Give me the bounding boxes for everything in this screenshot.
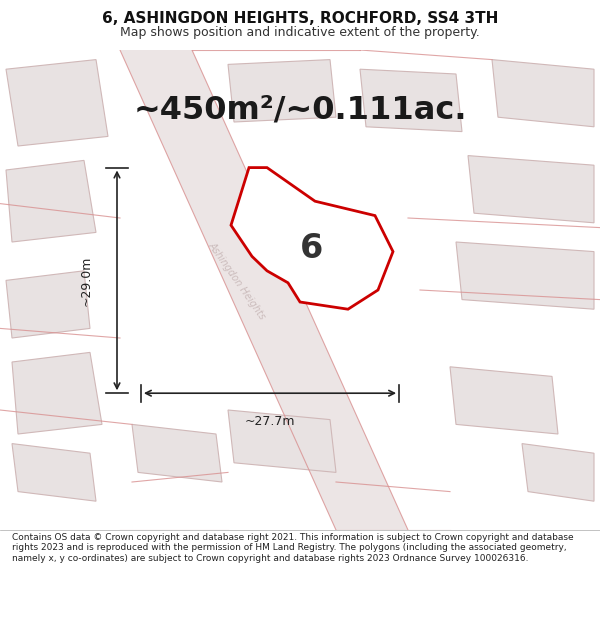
- Polygon shape: [120, 50, 408, 530]
- Polygon shape: [132, 424, 222, 482]
- Polygon shape: [6, 271, 90, 338]
- Polygon shape: [231, 168, 393, 309]
- Text: Ashingdon Heights: Ashingdon Heights: [206, 240, 268, 321]
- Polygon shape: [450, 367, 558, 434]
- Polygon shape: [468, 156, 594, 222]
- Polygon shape: [492, 59, 594, 127]
- Text: ~27.7m: ~27.7m: [245, 415, 295, 428]
- Text: ~450m²/~0.111ac.: ~450m²/~0.111ac.: [133, 94, 467, 126]
- Polygon shape: [228, 59, 336, 122]
- Polygon shape: [12, 352, 102, 434]
- Text: ~29.0m: ~29.0m: [80, 255, 93, 306]
- Polygon shape: [522, 444, 594, 501]
- Text: Map shows position and indicative extent of the property.: Map shows position and indicative extent…: [120, 26, 480, 39]
- Polygon shape: [456, 242, 594, 309]
- Polygon shape: [228, 410, 336, 472]
- Polygon shape: [12, 444, 96, 501]
- Polygon shape: [6, 59, 108, 146]
- Polygon shape: [360, 69, 462, 132]
- Text: Contains OS data © Crown copyright and database right 2021. This information is : Contains OS data © Crown copyright and d…: [12, 533, 574, 562]
- Polygon shape: [6, 161, 96, 242]
- Text: 6, ASHINGDON HEIGHTS, ROCHFORD, SS4 3TH: 6, ASHINGDON HEIGHTS, ROCHFORD, SS4 3TH: [102, 11, 498, 26]
- Text: 6: 6: [300, 232, 323, 265]
